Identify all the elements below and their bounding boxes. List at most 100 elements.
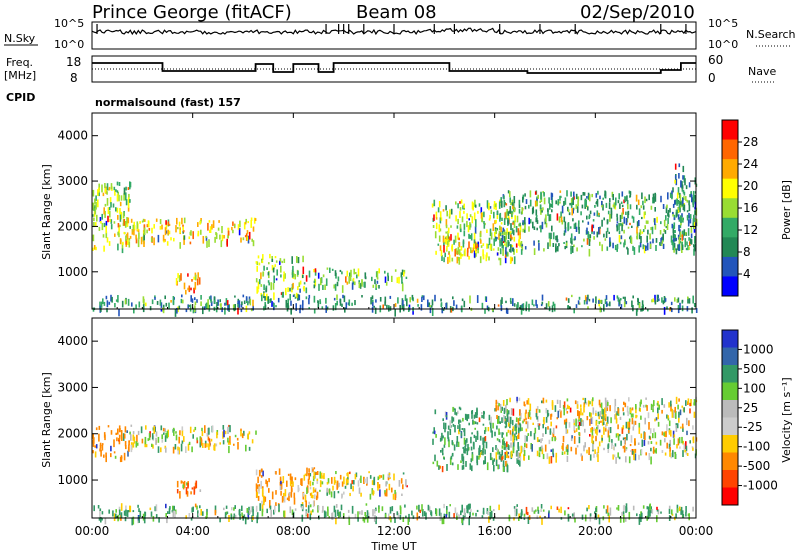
power-cell: [496, 213, 499, 219]
velocity-cell: [466, 505, 468, 508]
power-cell: [598, 227, 600, 235]
power-cell: [610, 207, 613, 216]
velocity-cell: [646, 506, 649, 510]
velocity-cell: [649, 510, 651, 517]
power-cell: [194, 272, 197, 277]
velocity-cell: [517, 423, 519, 428]
velocity-cell: [495, 445, 497, 450]
velocity-cell: [680, 426, 682, 429]
velocity-cell: [498, 439, 501, 443]
velocity-cell: [458, 429, 460, 435]
power-cell: [573, 238, 576, 241]
power-cell: [681, 184, 684, 189]
power-cell: [618, 235, 621, 243]
velocity-cell: [633, 420, 635, 427]
velocity-cell: [628, 397, 630, 402]
power-cell: [110, 183, 113, 190]
power-cell: [170, 300, 172, 303]
velocity-cell: [366, 476, 368, 485]
power-cell: [467, 225, 470, 233]
velocity-cell: [142, 513, 145, 521]
velocity-cell: [495, 403, 497, 406]
power-cell: [654, 218, 656, 226]
velocity-colorbar-tick-label: 500: [743, 362, 766, 376]
power-cell: [333, 297, 336, 301]
power-cell: [495, 229, 497, 235]
velocity-cell: [527, 398, 530, 405]
velocity-cell: [352, 485, 354, 492]
power-cell: [609, 198, 611, 203]
velocity-cell: [678, 506, 681, 512]
power-cell: [495, 219, 497, 224]
velocity-cell: [550, 414, 552, 420]
velocity-cell: [357, 517, 359, 522]
power-cell: [100, 301, 103, 308]
power-cell: [447, 238, 450, 247]
velocity-cell: [507, 429, 510, 433]
power-cell: [336, 281, 339, 287]
velocity-cell: [515, 426, 518, 433]
velocity-cell: [228, 424, 230, 427]
power-cell: [446, 241, 449, 245]
velocity-cell: [487, 427, 490, 432]
power-cell: [620, 304, 623, 309]
power-cell: [571, 208, 573, 216]
velocity-cell: [130, 444, 133, 453]
power-cell: [354, 300, 356, 306]
velocity-cell: [354, 473, 357, 480]
velocity-cell: [559, 400, 561, 408]
power-cell: [509, 206, 512, 214]
power-cell: [619, 241, 622, 245]
velocity-cell: [670, 430, 672, 437]
velocity-cell: [473, 414, 476, 419]
power-cell: [674, 179, 676, 184]
power-cell: [594, 205, 596, 208]
velocity-cell: [310, 492, 313, 499]
velocity-cell: [602, 409, 605, 415]
power-cell: [290, 308, 293, 311]
velocity-cell: [118, 437, 120, 441]
velocity-cell: [140, 426, 143, 434]
power-cell: [672, 211, 674, 215]
power-cell: [602, 204, 604, 211]
power-cell: [476, 295, 479, 303]
power-cell: [482, 249, 484, 257]
velocity-cell: [516, 450, 518, 457]
power-cell: [485, 254, 488, 262]
velocity-cell: [278, 504, 280, 512]
velocity-cell: [517, 452, 519, 460]
power-cell: [237, 307, 239, 315]
velocity-cell: [244, 516, 247, 525]
velocity-cell: [475, 512, 477, 517]
power-cell: [102, 192, 105, 197]
velocity-cell: [378, 484, 381, 489]
power-cell: [686, 199, 689, 203]
power-cell: [397, 297, 399, 304]
power-cell: [687, 296, 689, 300]
power-cell: [454, 249, 456, 257]
power-cell: [618, 299, 621, 305]
velocity-cell: [591, 427, 593, 433]
power-cell: [275, 260, 278, 263]
power-cell: [497, 304, 500, 307]
power-cell: [189, 231, 192, 236]
velocity-cell: [228, 445, 230, 454]
power-cell: [110, 224, 113, 230]
velocity-cell: [332, 485, 334, 491]
power-cell: [679, 204, 681, 213]
velocity-cell: [511, 419, 514, 426]
power-cell: [160, 308, 163, 312]
power-cell: [604, 238, 607, 241]
power-cell: [294, 296, 297, 299]
velocity-cell: [367, 512, 370, 517]
velocity-cell: [523, 450, 526, 456]
velocity-cell: [236, 437, 239, 441]
power-cell: [308, 270, 311, 278]
velocity-cell: [355, 472, 358, 478]
velocity-cell: [502, 400, 505, 406]
power-cell: [285, 287, 287, 296]
power-cell: [281, 260, 283, 264]
velocity-cell: [298, 487, 300, 491]
power-cell: [107, 207, 110, 214]
velocity-cell: [308, 501, 310, 505]
